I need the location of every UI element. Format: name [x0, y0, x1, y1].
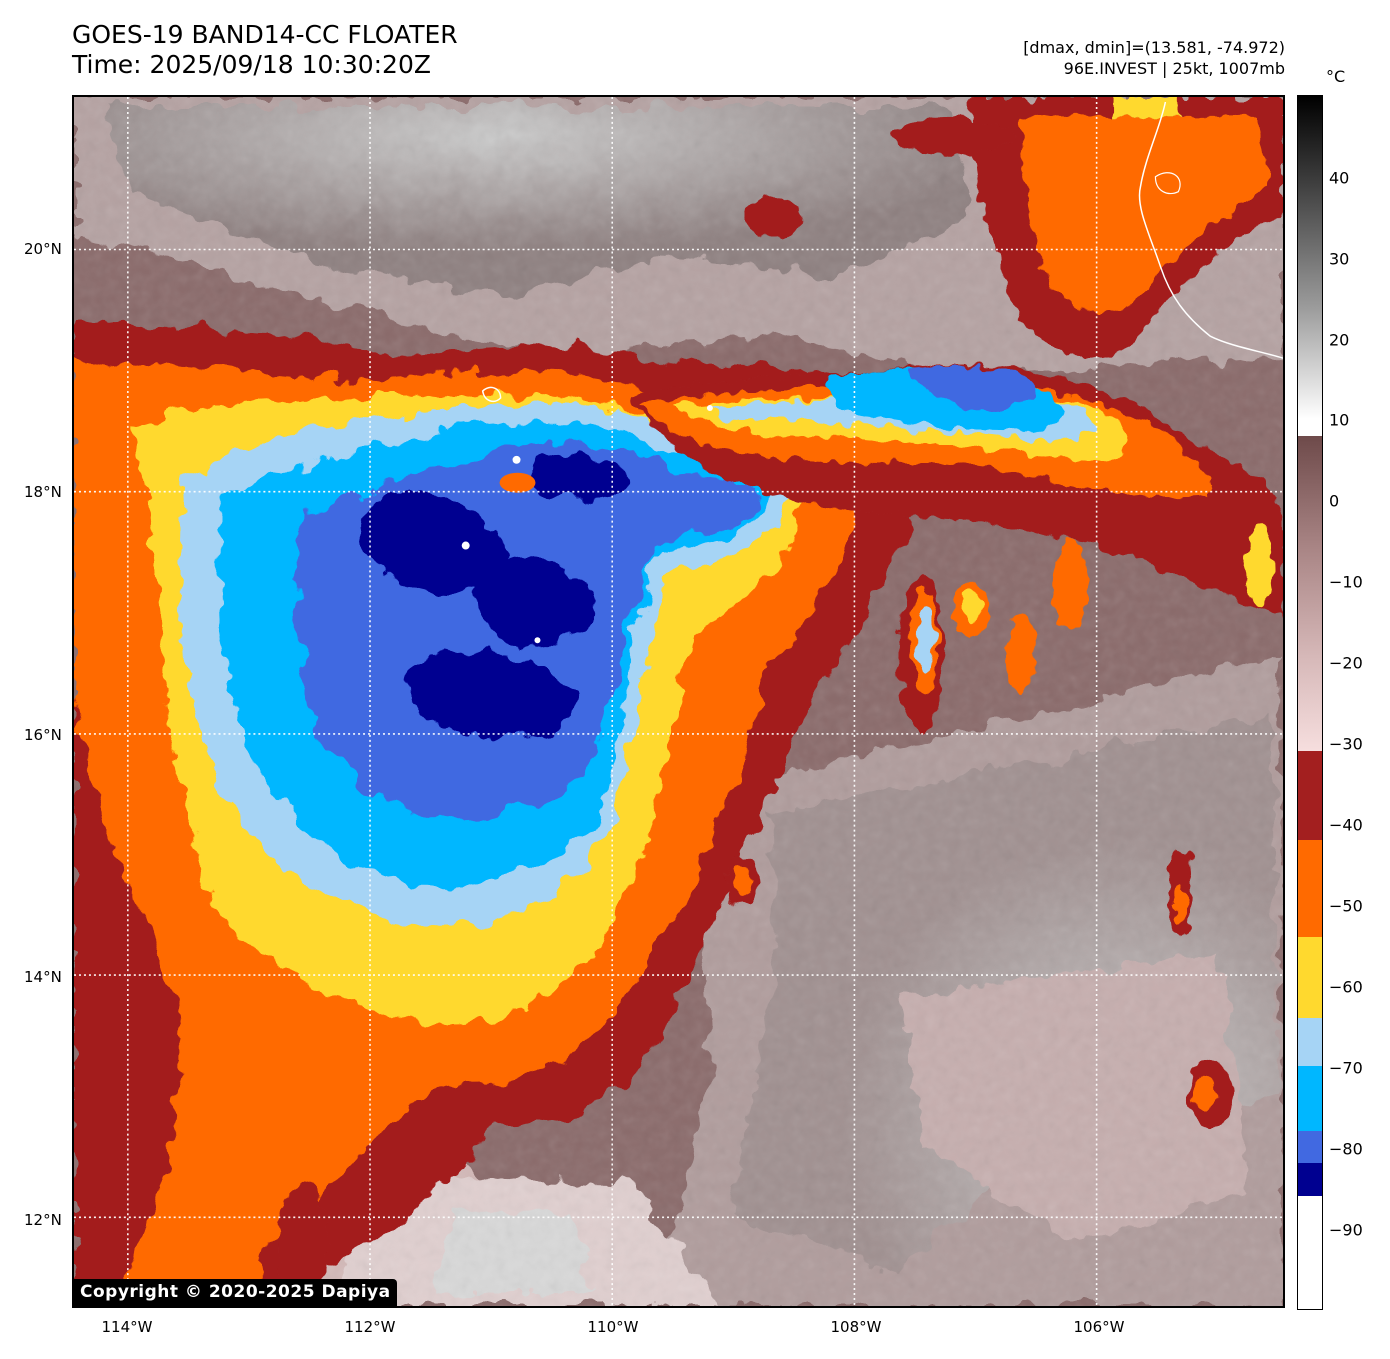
colorbar-tick-minus10: −10 — [1329, 572, 1363, 592]
coastline-island — [1154, 172, 1181, 195]
colorbar-tick-10: 10 — [1329, 410, 1350, 430]
lon-label-108w: 108°W — [830, 1318, 882, 1336]
colorbar-tick-minus80: −80 — [1329, 1139, 1363, 1159]
colorbar-tick-minus20: −20 — [1329, 653, 1363, 673]
colorbar-tick-minus50: −50 — [1329, 896, 1363, 916]
overshoot-top-3 — [534, 637, 541, 644]
colorbar-tick-30: 30 — [1329, 249, 1350, 269]
lat-label-14n: 14°N — [24, 968, 62, 986]
colorbar-band-3 — [1298, 839, 1322, 937]
cold-core-1 — [361, 491, 508, 596]
island-outline — [481, 386, 502, 403]
map-canvas — [74, 97, 1283, 1306]
lat-label-12n: 12°N — [24, 1211, 62, 1229]
copyright-label: Copyright © 2020-2025 Dapiya — [74, 1279, 397, 1306]
main-convective-system — [74, 316, 916, 1306]
lon-label-112w: 112°W — [344, 1318, 396, 1336]
lat-label-20n: 20°N — [24, 240, 62, 258]
colorbar-band-9 — [1298, 1195, 1322, 1309]
overshoot-top-4 — [706, 404, 713, 411]
northeast-convective-band — [632, 97, 1283, 616]
colorbar-band-8 — [1298, 1163, 1322, 1196]
chart-title: GOES-19 BAND14-CC FLOATER Time: 2025/09/… — [72, 20, 458, 80]
colorbar-tick-minus60: −60 — [1329, 977, 1363, 997]
colorbar-band-0 — [1298, 96, 1322, 420]
colorbar-band-2 — [1298, 751, 1322, 840]
colorbar-band-5 — [1298, 1017, 1322, 1067]
colorbar-band-6 — [1298, 1066, 1322, 1132]
lat-label-16n: 16°N — [24, 726, 62, 744]
colorbar-unit: °C — [1326, 67, 1346, 86]
colorbar — [1297, 95, 1323, 1310]
colorbar-band-gap — [1298, 419, 1322, 436]
colorbar-tick-minus70: −70 — [1329, 1058, 1363, 1078]
graticule — [74, 97, 1283, 1306]
coastline — [1138, 101, 1283, 359]
colorbar-band-7 — [1298, 1131, 1322, 1164]
overshoot-top-2 — [461, 541, 470, 550]
colorbar-tick-0: 0 — [1329, 491, 1340, 511]
colorbar-band-1 — [1298, 435, 1322, 751]
colorbar-tick-20: 20 — [1329, 330, 1350, 350]
title-line-1: GOES-19 BAND14-CC FLOATER — [72, 20, 458, 49]
lon-label-106w: 106°W — [1073, 1318, 1125, 1336]
colorbar-tick-minus30: −30 — [1329, 734, 1363, 754]
invest-summary: 96E.INVEST | 25kt, 1007mb — [1063, 59, 1285, 78]
colorbar-tick-40: 40 — [1329, 168, 1350, 188]
cold-core-2 — [478, 559, 593, 644]
embedded-warm-spot — [499, 472, 536, 493]
storm-info: [dmax, dmin]=(13.581, -74.972) 96E.INVES… — [1023, 37, 1285, 79]
satellite-map[interactable]: Copyright © 2020-2025 Dapiya — [72, 95, 1285, 1308]
title-line-2: Time: 2025/09/18 10:30:20Z — [72, 50, 431, 79]
colorbar-tick-minus40: −40 — [1329, 815, 1363, 835]
cold-core-3 — [406, 650, 574, 739]
cold-core-4 — [532, 452, 633, 500]
overshoot-top-1 — [512, 455, 521, 464]
colorbar-band-4 — [1298, 937, 1322, 1018]
lon-label-110w: 110°W — [587, 1318, 639, 1336]
dmax-dmin-readout: [dmax, dmin]=(13.581, -74.972) — [1023, 38, 1285, 57]
lon-label-114w: 114°W — [101, 1318, 153, 1336]
colorbar-tick-minus90: −90 — [1329, 1220, 1363, 1240]
lat-label-18n: 18°N — [24, 483, 62, 501]
